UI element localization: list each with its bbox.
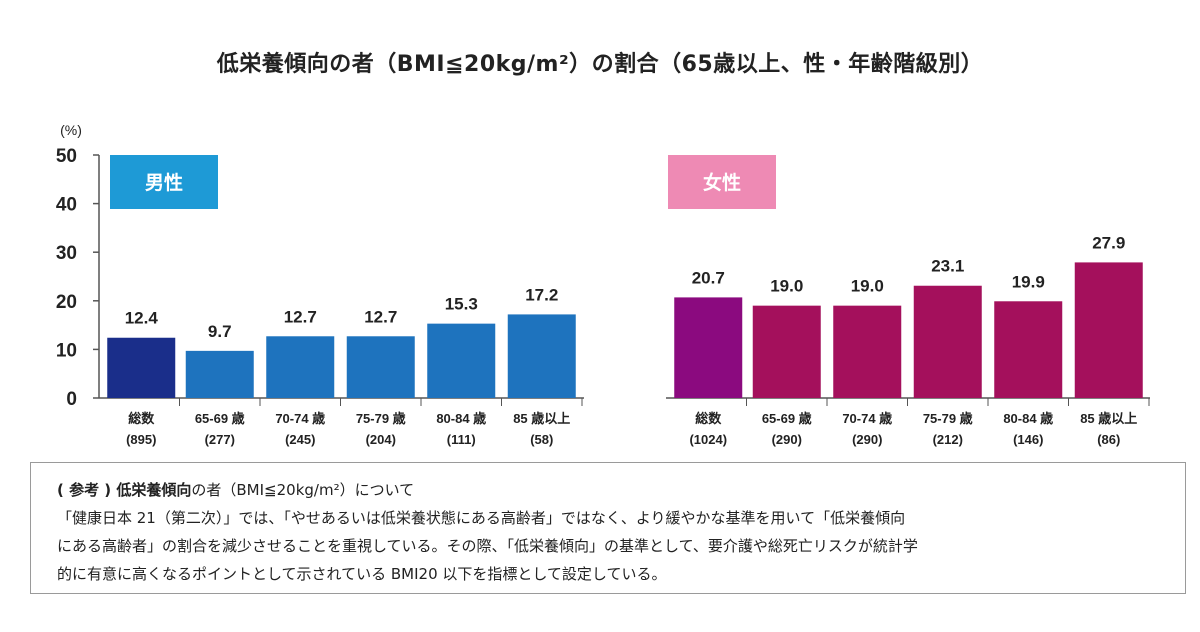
y-axis-label: (%): [60, 122, 82, 138]
data-label: 9.7: [208, 322, 232, 341]
y-tick-label: 20: [56, 292, 77, 313]
bar: [674, 297, 743, 398]
bar: [507, 314, 576, 398]
y-tick-label: 30: [56, 243, 77, 264]
category-label: 75-79 歳: [356, 411, 406, 426]
note-line: 的に有意に高くなるポイントとして示されている BMI20 以下を指標として設定し…: [57, 565, 667, 583]
reference-note: ( 参考 ) 低栄養傾向の者（BMI≦20kg/m²）について 「健康日本 21…: [30, 462, 1186, 594]
count-label: (146): [1013, 432, 1043, 447]
category-label: 75-79 歳: [923, 411, 973, 426]
note-heading-bold: ( 参考 ) 低栄養傾向: [57, 481, 192, 499]
note-line: 「健康日本 21（第二次）」では、「やせあるいは低栄養状態にある高齢者」ではなく…: [57, 509, 906, 527]
note-line: にある高齢者」の割合を減少させることを重視している。その際、「低栄養傾向」の基準…: [57, 537, 918, 555]
category-label: 80-84 歳: [436, 411, 486, 426]
data-label: 19.0: [770, 277, 803, 296]
group-label: 女性: [703, 171, 741, 194]
group-label-box: [110, 155, 218, 209]
category-label: 80-84 歳: [1003, 411, 1053, 426]
group-label-box: [668, 155, 776, 209]
data-label: 19.0: [851, 277, 884, 296]
bar: [833, 305, 902, 398]
data-label: 23.1: [931, 257, 964, 276]
count-label: (86): [1097, 432, 1120, 447]
data-label: 15.3: [445, 295, 478, 314]
chart-title: 低栄養傾向の者（BMI≦20kg/m²）の割合（65歳以上、性・年齢階級別）: [216, 52, 984, 77]
count-label: (58): [530, 432, 553, 447]
category-label: 総数: [128, 411, 155, 426]
y-tick-label: 40: [56, 195, 77, 216]
count-label: (245): [285, 432, 315, 447]
bar: [427, 323, 496, 398]
data-label: 12.7: [284, 307, 317, 326]
category-label: 65-69 歳: [195, 411, 245, 426]
bar: [1074, 262, 1143, 398]
count-label: (1024): [689, 432, 727, 447]
note-heading: ( 参考 ) 低栄養傾向の者（BMI≦20kg/m²）について: [57, 476, 1159, 504]
bar: [346, 336, 415, 398]
category-label: 総数: [695, 411, 722, 426]
y-tick-label: 50: [56, 146, 77, 167]
category-label: 85 歳以上: [1080, 411, 1137, 426]
count-label: (212): [933, 432, 963, 447]
category-label: 85 歳以上: [513, 411, 570, 426]
bar: [913, 285, 982, 398]
bar: [107, 337, 176, 398]
group-label: 男性: [145, 171, 183, 194]
count-label: (111): [447, 432, 476, 447]
category-label: 70-74 歳: [842, 411, 892, 426]
y-tick-label: 10: [56, 340, 77, 361]
count-label: (290): [772, 432, 802, 447]
y-tick-label: 0: [66, 389, 77, 410]
data-label: 20.7: [692, 268, 725, 287]
data-label: 12.7: [364, 307, 397, 326]
count-label: (204): [366, 432, 396, 447]
data-label: 27.9: [1092, 233, 1125, 252]
count-label: (290): [852, 432, 882, 447]
data-label: 12.4: [125, 309, 159, 328]
bar: [185, 350, 254, 398]
category-label: 65-69 歳: [762, 411, 812, 426]
count-label: (895): [126, 432, 156, 447]
data-label: 17.2: [525, 285, 558, 304]
category-label: 70-74 歳: [275, 411, 325, 426]
data-label: 19.9: [1012, 272, 1045, 291]
bar-chart: (%) 0 10 20 30 40 50 男性 12.4 総数 (895) 9.7 65-69 歳 (27…: [56, 122, 1150, 447]
bar: [994, 301, 1063, 398]
count-label: (277): [205, 432, 235, 447]
bar: [752, 305, 821, 398]
bar: [266, 336, 335, 398]
note-heading-rest: の者（BMI≦20kg/m²）について: [191, 481, 415, 499]
